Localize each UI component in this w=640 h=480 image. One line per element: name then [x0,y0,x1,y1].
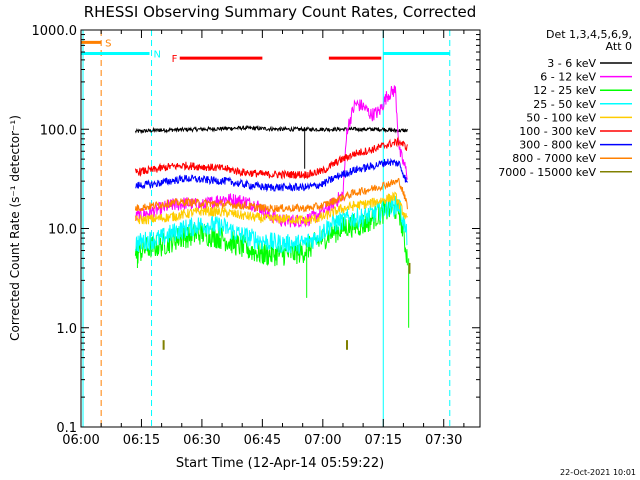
y-tick-label: 100.0 [40,123,77,138]
y-tick-label: 0.1 [56,421,77,436]
legend-label: 50 - 100 keV [526,111,596,124]
legend-label: 800 - 7000 keV [512,152,596,165]
y-tick-label: 1000.0 [32,24,78,39]
footer-date: 22-Oct-2021 10:01 [560,468,636,477]
legend-label: 100 - 300 keV [519,125,596,138]
legend-header-detectors: Det 1,3,4,5,6,9, [546,28,632,41]
x-tick-label: 06:00 [62,433,99,448]
state-label-n: N [154,49,161,60]
legend-label: 300 - 800 keV [519,139,596,152]
x-tick-label: 06:45 [244,433,281,448]
x-axis: 06:00 06:15 06:30 06:45 07:00 07:15 07:30 [62,30,465,448]
x-tick-label: 07:00 [304,433,341,448]
legend-header-attenuator: Att 0 [606,40,632,53]
x-tick-label: 06:15 [123,433,160,448]
series-layer [134,85,411,350]
series-3-6-kev-line [134,124,408,135]
x-tick-label: 07:15 [365,433,402,448]
series-100-300-kev-line [134,136,408,180]
state-label-f: F [172,54,178,65]
series-25-50-kev-line [134,195,408,254]
state-label-s: S [105,38,111,49]
legend-label: 3 - 6 keV [547,57,596,70]
series-300-800-kev-line [135,157,408,193]
legend-label: 7000 - 15000 keV [498,166,596,179]
y-tick-label: 10.0 [48,223,77,238]
x-tick-label: 07:30 [425,433,462,448]
y-tick-label: 1.0 [56,322,77,337]
x-axis-label: Start Time (12-Apr-14 05:59:22) [176,456,384,471]
legend-label: 25 - 50 keV [533,98,596,111]
legend-label: 12 - 25 keV [533,84,596,97]
y-axis-label: Corrected Count Rate (s⁻¹ detector⁻¹) [8,115,22,341]
chart-title: RHESSI Observing Summary Count Rates, Co… [84,3,477,21]
series-50-100-kev-line [134,191,408,226]
legend-label: 6 - 12 keV [540,71,596,84]
series-800-7000-kev-line [134,177,408,214]
y-axis: 0.1 1.0 10.0 100.0 1000.0 [32,24,480,436]
state-bars: S N F [81,38,450,65]
x-tick-label: 06:30 [183,433,220,448]
